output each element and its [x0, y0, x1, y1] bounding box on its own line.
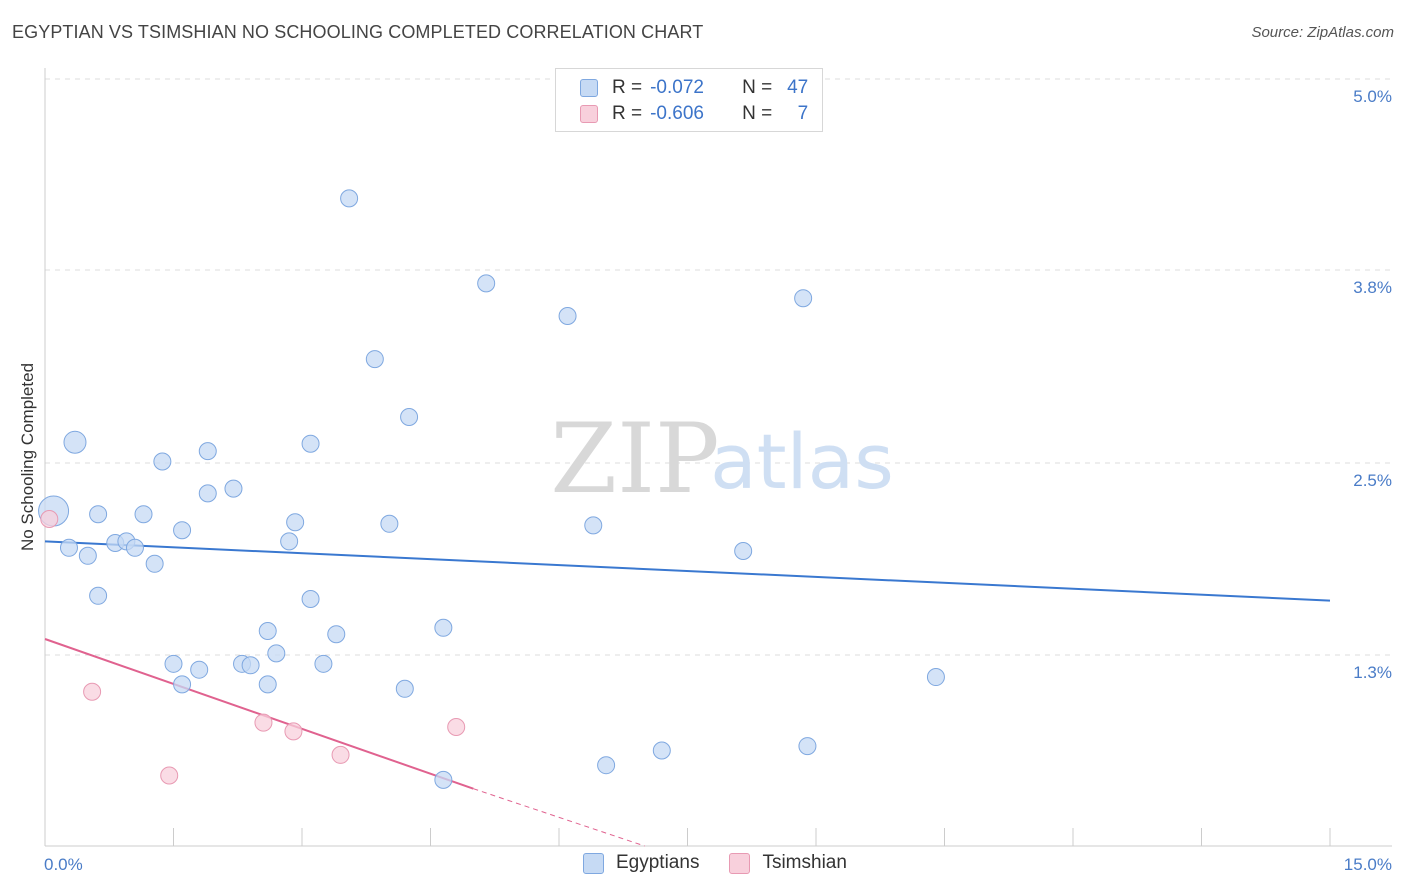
- legend-n-label: N =: [742, 77, 773, 98]
- egyptians-point-44[interactable]: [798, 737, 817, 756]
- egyptians-point-15[interactable]: [224, 479, 243, 498]
- egyptians-point-30[interactable]: [340, 189, 359, 208]
- axes: [44, 68, 1392, 847]
- egyptians-point-28[interactable]: [314, 654, 333, 673]
- egyptians-point-39[interactable]: [584, 516, 603, 535]
- egyptians-point-40[interactable]: [597, 756, 616, 775]
- series-legend: Egyptians Tsimshian: [583, 852, 877, 874]
- x-tick-max: 15.0%: [1344, 855, 1392, 874]
- legend-swatch-egyptians: [583, 852, 604, 874]
- egyptians-point-10[interactable]: [145, 554, 164, 573]
- egyptians-point-27[interactable]: [301, 590, 320, 608]
- legend-swatch-blue: [580, 79, 598, 97]
- trend-line-extension-tsimshian: [473, 788, 645, 847]
- tsimshian-point-2[interactable]: [160, 766, 179, 785]
- egyptians-point-2[interactable]: [59, 538, 78, 557]
- y-tick-label-3: 1.3%: [1353, 663, 1392, 682]
- egyptians-point-29[interactable]: [327, 625, 346, 644]
- y-tick-label-0: 5.0%: [1353, 87, 1392, 106]
- egyptians-point-45[interactable]: [926, 668, 945, 687]
- egyptians-point-22[interactable]: [258, 675, 277, 694]
- watermark-zip: ZIP: [550, 403, 719, 515]
- egyptians-point-11[interactable]: [153, 452, 172, 471]
- egyptians-point-8[interactable]: [125, 538, 144, 557]
- egyptians-point-13[interactable]: [198, 442, 217, 461]
- x-tick-min: 0.0%: [44, 855, 83, 874]
- egyptians-point-9[interactable]: [134, 505, 153, 524]
- egyptians-point-32[interactable]: [380, 514, 399, 533]
- y-tick-label-2: 2.5%: [1353, 471, 1392, 490]
- tsimshian-point-0[interactable]: [40, 510, 59, 528]
- egyptians-point-33[interactable]: [395, 679, 414, 698]
- legend-n-value: 47: [787, 77, 809, 98]
- egyptians-point-18[interactable]: [190, 660, 209, 679]
- egyptians-point-34[interactable]: [400, 407, 419, 426]
- legend-n-value: 7: [797, 103, 809, 124]
- legend-label-egyptians: Egyptians: [616, 852, 700, 873]
- legend-r-label: R =: [612, 77, 643, 98]
- tsimshian-point-1[interactable]: [83, 682, 102, 701]
- gridlines: [45, 78, 1392, 656]
- tsimshian-point-3[interactable]: [254, 713, 273, 732]
- trend-lines: [44, 540, 1331, 847]
- egyptians-point-12[interactable]: [173, 521, 192, 540]
- egyptians-point-16[interactable]: [164, 654, 183, 673]
- egyptians-point-42[interactable]: [734, 542, 753, 560]
- legend-row-tsimshian: R = -0.606 N = 7: [580, 101, 808, 127]
- trend-line-tsimshian: [44, 638, 474, 790]
- tsimshian-point-6[interactable]: [447, 717, 466, 736]
- egyptians-point-35[interactable]: [434, 618, 453, 637]
- data-points: [38, 189, 945, 789]
- chart-title: EGYPTIAN VS TSIMSHIAN NO SCHOOLING COMPL…: [12, 22, 704, 42]
- legend-row-egyptians: R = -0.072 N = 47: [580, 75, 808, 101]
- y-tick-label-1: 3.8%: [1353, 278, 1392, 297]
- watermark-atlas: atlas: [710, 417, 894, 506]
- legend-n-label: N =: [742, 103, 773, 124]
- egyptians-point-26[interactable]: [301, 434, 320, 453]
- legend-r-value: -0.606: [650, 103, 704, 124]
- egyptians-point-38[interactable]: [558, 307, 577, 326]
- legend-label-tsimshian: Tsimshian: [762, 852, 847, 873]
- legend-r-value: -0.072: [650, 77, 704, 98]
- egyptians-point-43[interactable]: [794, 289, 813, 308]
- legend-swatch-pink: [580, 105, 598, 123]
- egyptians-point-1[interactable]: [63, 430, 87, 454]
- egyptians-point-36[interactable]: [434, 770, 453, 789]
- egyptians-point-24[interactable]: [280, 532, 299, 551]
- egyptians-point-41[interactable]: [652, 741, 671, 760]
- egyptians-point-3[interactable]: [78, 546, 97, 565]
- egyptians-point-31[interactable]: [365, 350, 384, 369]
- y-tick-labels: 5.0% 3.8% 2.5% 1.3%: [1353, 87, 1392, 682]
- legend-r-label: R =: [612, 103, 643, 124]
- egyptians-point-23[interactable]: [267, 644, 286, 663]
- egyptians-point-4[interactable]: [89, 505, 108, 524]
- egyptians-point-20[interactable]: [241, 656, 260, 675]
- egyptians-point-14[interactable]: [198, 484, 217, 503]
- source-label: Source: ZipAtlas.com: [1251, 24, 1394, 41]
- correlation-legend: R = -0.072 N = 47 R = -0.606 N = 7: [555, 68, 823, 132]
- legend-item-tsimshian[interactable]: Tsimshian: [729, 852, 847, 874]
- egyptians-point-21[interactable]: [258, 622, 277, 640]
- egyptians-point-5[interactable]: [89, 586, 108, 605]
- legend-item-egyptians[interactable]: Egyptians: [583, 852, 699, 874]
- trend-line-egyptians: [44, 540, 1331, 602]
- legend-swatch-tsimshian: [729, 852, 751, 874]
- egyptians-point-37[interactable]: [477, 274, 496, 293]
- egyptians-point-25[interactable]: [286, 513, 305, 532]
- tsimshian-point-5[interactable]: [331, 745, 350, 764]
- tsimshian-point-4[interactable]: [284, 722, 303, 741]
- egyptians-point-17[interactable]: [173, 675, 192, 694]
